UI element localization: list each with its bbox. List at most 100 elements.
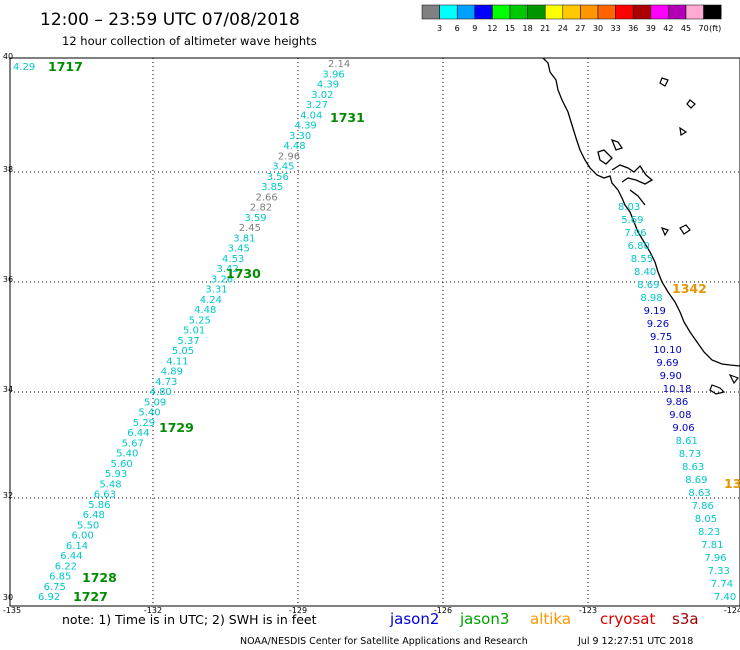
track-value: 8.69 <box>637 280 659 291</box>
track-value: 5.05 <box>172 346 194 357</box>
legend-swatch <box>474 4 493 20</box>
track-value: 5.40 <box>116 449 138 460</box>
track-value: 3.59 <box>244 213 266 224</box>
track-value: 5.50 <box>77 520 99 531</box>
track-value: 5.01 <box>183 326 205 337</box>
legend-label: 33 <box>611 24 621 33</box>
track-value: 4.53 <box>222 254 244 265</box>
lon-tick-label: -126 <box>434 606 452 615</box>
track-value: 7.40 <box>714 592 736 603</box>
satellite-legend: jason2 jason3 altika cryosat s3a <box>389 610 699 628</box>
track-value: 5.40 <box>138 408 160 419</box>
lat-tick-label: 38 <box>3 165 13 174</box>
lon-tick-label: -124 <box>724 606 740 615</box>
legend-label: 18 <box>523 24 533 33</box>
track-value: 7.86 <box>692 501 714 512</box>
track-value: 4.80 <box>150 387 172 398</box>
legend-swatch <box>597 4 616 20</box>
track-value: 4.24 <box>200 295 222 306</box>
track-value: 5.86 <box>88 500 110 511</box>
lon-tick-label: -135 <box>3 606 21 615</box>
track-value: 9.06 <box>672 423 694 434</box>
track-value: 2.14 <box>328 59 350 70</box>
lon-tick-label: -132 <box>144 606 162 615</box>
legend-label: 9 <box>472 24 477 33</box>
track-value: 3.31 <box>205 285 227 296</box>
legend-label: 15 <box>505 24 515 33</box>
legend-swatch <box>509 4 528 20</box>
track-value: 4.39 <box>295 121 317 132</box>
track-value: 9.19 <box>644 306 666 317</box>
track-value: 9.90 <box>660 371 682 382</box>
legend-label: 12 <box>487 24 497 33</box>
track-value: 4.04 <box>300 110 322 121</box>
track-value: 4.11 <box>166 356 188 367</box>
pass-time-label: 13 <box>724 476 740 491</box>
legend-swatch <box>668 4 687 20</box>
track-value: 3.85 <box>261 182 283 193</box>
pass-time-label: 1342 <box>672 281 707 296</box>
legend-swatch <box>492 4 511 20</box>
legend-label: 24 <box>558 24 568 33</box>
legend-label: 42 <box>663 24 673 33</box>
footer-note: note: 1) Time is in UTC; 2) SWH is in fe… <box>62 612 317 627</box>
legend-swatch <box>632 4 652 20</box>
legend-swatch <box>562 4 581 20</box>
lat-lon-grid: -135 -132 -129 -126 -123 -124 40 38 36 34 32 30 <box>3 52 740 615</box>
track-value: 3.30 <box>289 131 311 142</box>
track-value: 10.18 <box>663 384 692 395</box>
legend-swatch <box>439 4 458 20</box>
track-value: 8.55 <box>631 254 653 265</box>
track-east-values: 8.03 5.69 7.06 6.80 8.55 8.40 8.69 8.98 9.19 9.26… <box>618 202 736 603</box>
track-value: 3.02 <box>311 90 333 101</box>
pass-time-label: 1729 <box>159 420 194 435</box>
track-value: 3.42 <box>216 264 238 275</box>
track-value: 4.48 <box>283 141 305 152</box>
lat-tick-label: 34 <box>3 385 13 394</box>
track-value: 7.96 <box>704 553 726 564</box>
legend-label: 39 <box>646 24 656 33</box>
track-value: 9.86 <box>666 397 688 408</box>
track-value: 5.09 <box>144 397 166 408</box>
legend-swatch <box>580 4 599 20</box>
track-value: 3.27 <box>306 100 328 111</box>
track-value: 6.14 <box>66 541 88 552</box>
legend-swatch <box>650 4 669 20</box>
lon-tick-label: -129 <box>289 606 307 615</box>
track-value: 6.85 <box>49 572 71 583</box>
track-value: 8.23 <box>698 527 720 538</box>
legend-swatch <box>544 4 564 20</box>
track-value: 4.89 <box>161 367 183 378</box>
track-value: 8.98 <box>640 293 662 304</box>
legend-swatch <box>685 4 704 20</box>
lat-tick-label: 32 <box>3 491 13 500</box>
track-value: 8.73 <box>679 449 701 460</box>
legend-label: 45 <box>681 24 691 33</box>
satellite-name: jason3 <box>459 610 509 628</box>
track-value: 3.45 <box>272 162 294 173</box>
track-value: 3.56 <box>267 172 289 183</box>
track-value: 2.66 <box>256 192 278 203</box>
track-value: 6.00 <box>71 531 93 542</box>
satellite-name: altika <box>530 610 571 628</box>
track-value: 2.82 <box>250 203 272 214</box>
lon-tick-label: -123 <box>579 606 597 615</box>
track-value: 3.81 <box>233 233 255 244</box>
legend-swatch <box>421 4 440 20</box>
legend-label: 36 <box>628 24 638 33</box>
channel-islands <box>659 77 739 395</box>
legend-swatch <box>456 4 476 20</box>
pass-time-label: 1728 <box>82 570 117 585</box>
legend-label: 21 <box>540 24 550 33</box>
lat-tick-label: 40 <box>3 52 13 61</box>
track-value: 6.22 <box>55 561 77 572</box>
track-value: 10.10 <box>653 345 682 356</box>
track-value: 6.44 <box>127 428 149 439</box>
track-value: 5.48 <box>99 479 121 490</box>
lat-tick-label: 36 <box>3 275 13 284</box>
track-value: 5.25 <box>189 315 211 326</box>
track-value: 7.81 <box>701 540 723 551</box>
legend-swatch <box>703 4 722 20</box>
track-value: 2.45 <box>239 223 261 234</box>
